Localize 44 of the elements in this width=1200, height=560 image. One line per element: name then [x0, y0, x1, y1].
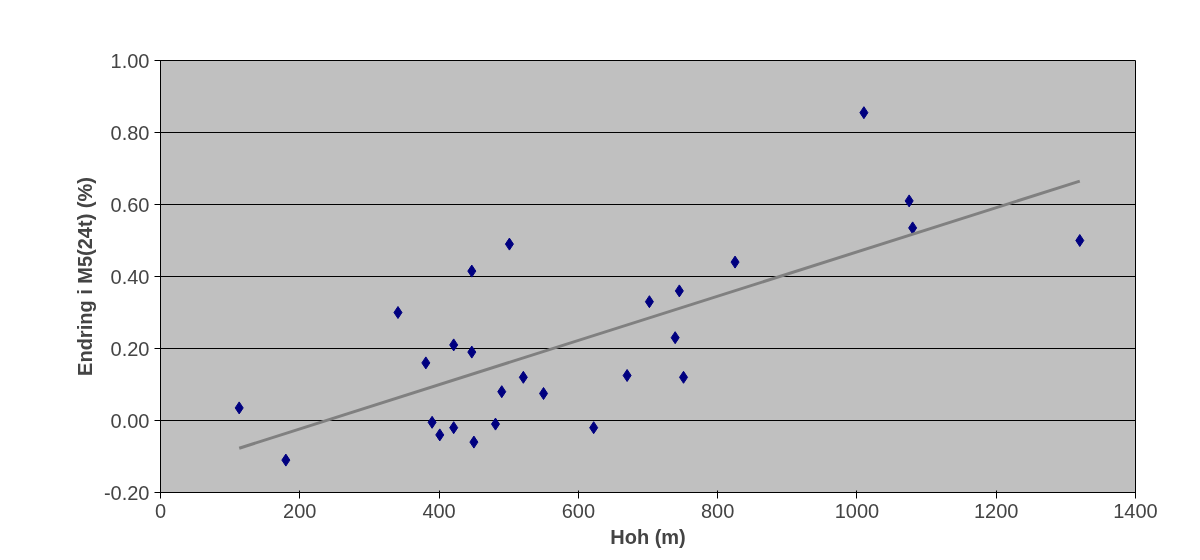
point: [904, 194, 914, 208]
y-tick-label: 0.40: [110, 265, 150, 288]
point: [421, 356, 431, 370]
point: [467, 345, 477, 359]
point: [427, 415, 437, 429]
x-tick-label: 400: [422, 499, 456, 522]
point: [393, 306, 403, 319]
y-tick-label: 1.00: [110, 49, 150, 72]
point: [1075, 234, 1085, 247]
point: [449, 421, 459, 435]
point: [497, 385, 507, 399]
point: [518, 370, 528, 384]
point: [674, 284, 684, 298]
y-tick-label: 0.20: [110, 337, 150, 360]
x-tick-label: 800: [700, 499, 735, 522]
point: [435, 428, 445, 442]
point: [467, 264, 477, 278]
x-tick-label: 0: [154, 499, 167, 522]
y-tick-label: 0.60: [110, 193, 150, 216]
point: [490, 417, 500, 431]
point: [539, 387, 549, 400]
point: [670, 331, 680, 345]
point: [504, 237, 514, 251]
point: [281, 453, 291, 467]
x-tick-label: 600: [561, 499, 596, 522]
x-tick-label: 200: [283, 499, 317, 522]
point: [589, 421, 599, 435]
point: [644, 295, 654, 309]
y-axis-title: Endring i M5(24t) (%): [73, 177, 96, 376]
point: [908, 221, 918, 235]
point: [679, 370, 689, 384]
point: [730, 255, 740, 269]
point: [622, 369, 632, 382]
x-tick-label: 1400: [1113, 499, 1158, 522]
point: [449, 338, 459, 352]
y-tick-label: -0.20: [103, 481, 150, 504]
y-tick-label: 0.00: [110, 409, 150, 432]
y-tick-label: 0.80: [110, 121, 150, 144]
point: [859, 106, 869, 120]
point: [469, 435, 479, 449]
x-tick-label: 1000: [834, 499, 880, 522]
x-axis-title: Hoh (m): [610, 525, 686, 548]
point: [234, 401, 244, 415]
x-tick-label: 1200: [973, 499, 1019, 522]
